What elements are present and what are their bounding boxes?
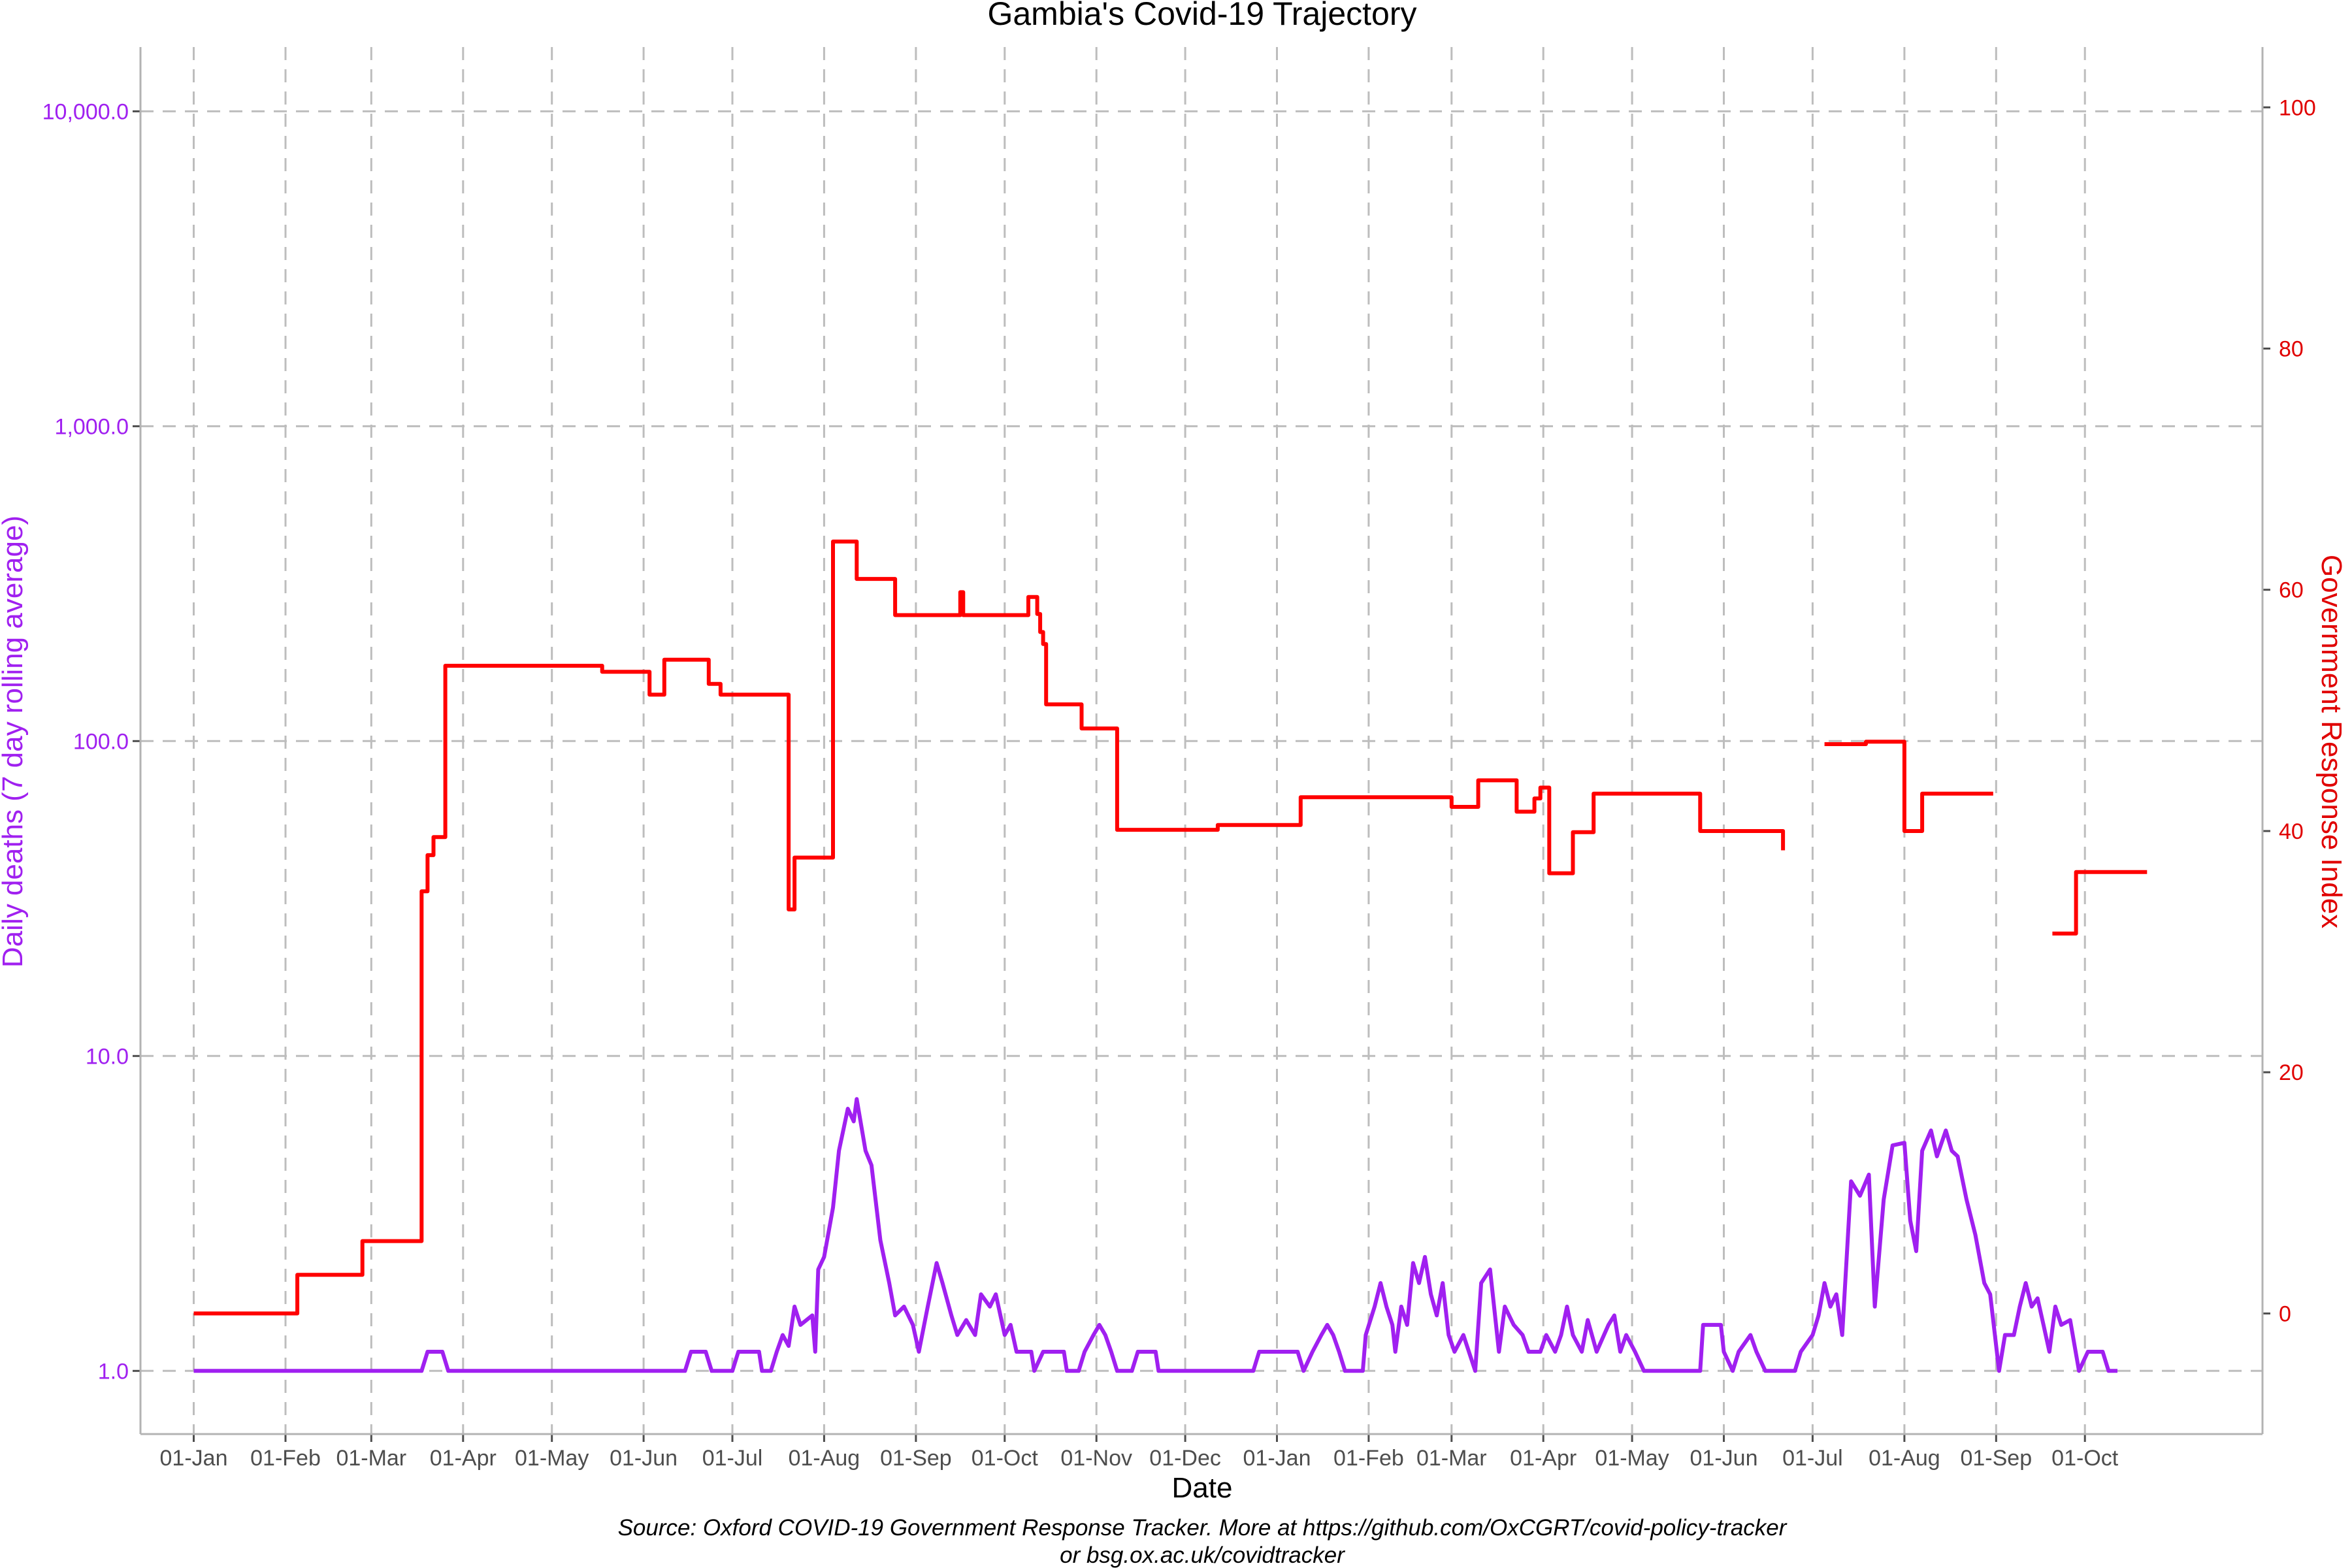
x-tick-label: 01-Aug — [789, 1446, 860, 1471]
right-tick-label: 80 — [2279, 337, 2304, 362]
series — [193, 539, 2148, 1373]
x-tick-label: 01-Jan — [1243, 1446, 1311, 1471]
left-tick-label: 100.0 — [73, 729, 129, 754]
response-index-line — [193, 539, 2148, 1316]
right-tick-label: 100 — [2279, 95, 2316, 120]
caption-line-2: or bsg.ox.ac.uk/covidtracker — [1060, 1543, 1345, 1568]
x-tick-label: 01-Feb — [1333, 1446, 1404, 1471]
x-tick-label: 01-Feb — [250, 1446, 321, 1471]
x-tick-label: 01-Jul — [702, 1446, 763, 1471]
right-axis-title: Government Response Index — [2315, 555, 2347, 928]
x-tick-label: 01-Oct — [2051, 1446, 2119, 1471]
x-tick-label: 01-Mar — [1416, 1446, 1487, 1471]
grid — [140, 47, 2262, 1434]
tick-labels: 01-Jan 01-Feb 01-Mar 01-Apr 01-May 01-Jun 01-J… — [42, 95, 2316, 1471]
left-tick-label: 10,000.0 — [42, 99, 129, 124]
x-tick-label: 01-Apr — [430, 1446, 497, 1471]
x-tick-label: 01-Nov — [1060, 1446, 1132, 1471]
left-tick-label: 1,000.0 — [55, 414, 129, 439]
x-tick-label: 01-Jan — [160, 1446, 228, 1471]
left-tick-label: 1.0 — [98, 1359, 129, 1384]
x-tick-label: 01-May — [1595, 1446, 1669, 1471]
x-tick-label: 01-Oct — [972, 1446, 1039, 1471]
right-tick-label: 0 — [2279, 1301, 2291, 1326]
left-tick-label: 10.0 — [86, 1044, 129, 1069]
left-axis-title: Daily deaths (7 day rolling average) — [0, 515, 29, 968]
right-tick-label: 60 — [2279, 578, 2304, 603]
x-tick-label: 01-Jul — [1782, 1446, 1843, 1471]
daily-deaths-line — [193, 1097, 2117, 1373]
x-tick-label: 01-Apr — [1510, 1446, 1576, 1471]
x-tick-label: 01-Sep — [1960, 1446, 2032, 1471]
x-axis-title: Date — [1172, 1472, 1233, 1504]
x-tick-label: 01-Mar — [336, 1446, 406, 1471]
x-tick-label: 01-Aug — [1869, 1446, 1940, 1471]
caption-line-1: Source: Oxford COVID-19 Government Respo… — [618, 1515, 1788, 1541]
right-tick-label: 40 — [2279, 819, 2304, 844]
x-tick-label: 01-Sep — [880, 1446, 952, 1471]
right-tick-label: 20 — [2279, 1060, 2304, 1085]
x-tick-label: 01-Dec — [1149, 1446, 1221, 1471]
x-tick-label: 01-Jun — [1690, 1446, 1758, 1471]
chart-title: Gambia's Covid-19 Trajectory — [987, 0, 1416, 32]
x-tick-label: 01-Jun — [610, 1446, 678, 1471]
axes — [133, 47, 2270, 1442]
x-tick-label: 01-May — [515, 1446, 589, 1471]
